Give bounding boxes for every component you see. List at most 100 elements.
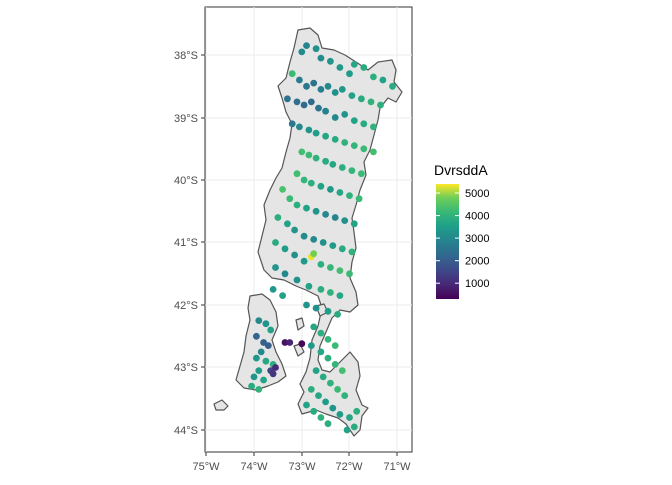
data-point [317, 182, 325, 190]
data-point [370, 148, 377, 156]
data-point [343, 426, 351, 434]
mainland-outline [257, 27, 403, 437]
data-point [307, 179, 315, 187]
legend-title: DvrsddA [434, 162, 488, 178]
data-point [329, 161, 337, 168]
data-point [336, 64, 344, 71]
legend-colorbar [436, 184, 459, 299]
data-point [348, 248, 356, 256]
data-point [303, 204, 310, 212]
data-point [300, 176, 308, 184]
data-point [262, 320, 270, 328]
data-point [350, 117, 358, 124]
data-point [324, 82, 332, 90]
data-point [336, 189, 344, 196]
data-point [312, 207, 320, 215]
data-point [317, 286, 325, 293]
data-point [303, 82, 310, 90]
data-point [317, 329, 325, 337]
data-point [324, 336, 332, 343]
data-point [334, 386, 341, 393]
x-tick-label: 74°W [240, 461, 268, 473]
data-point [338, 86, 346, 93]
data-point [327, 379, 334, 387]
data-point [341, 217, 349, 225]
data-point [389, 82, 396, 90]
data-point [281, 270, 289, 278]
data-point [305, 282, 313, 290]
data-point [319, 239, 327, 246]
data-point [327, 289, 334, 296]
data-point [310, 250, 318, 258]
x-tick-label: 71°W [383, 461, 411, 473]
legend: DvrsddA 5000 4000 3000 2000 1000 [434, 162, 489, 299]
data-point [305, 151, 313, 159]
data-point [331, 114, 339, 121]
data-point [338, 367, 346, 374]
data-point [260, 376, 267, 384]
data-point [341, 139, 349, 146]
data-point [300, 232, 308, 240]
data-point [346, 70, 353, 78]
data-point [317, 348, 325, 356]
data-points [248, 42, 396, 434]
x-axis: 75°W 74°W 73°W 72°W 71°W [192, 452, 411, 473]
data-point [250, 373, 258, 381]
data-point [331, 136, 339, 143]
data-point [322, 132, 329, 140]
data-point [269, 370, 277, 378]
legend-tick-label: 3000 [465, 233, 489, 245]
data-point [288, 70, 296, 78]
data-point [324, 307, 332, 315]
data-point [248, 382, 256, 390]
data-point [298, 148, 306, 156]
data-point [307, 98, 315, 106]
data-point [312, 45, 320, 53]
y-axis: 38°S 39°S 40°S 41°S 42°S 43°S 44°S [174, 50, 205, 437]
data-point [310, 407, 318, 415]
data-point [317, 414, 325, 421]
data-point [274, 214, 282, 221]
data-point [296, 123, 303, 131]
data-point [329, 404, 337, 412]
x-tick-label: 73°W [288, 461, 316, 473]
data-point [310, 79, 318, 87]
y-tick-label: 43°S [174, 362, 198, 374]
data-point [255, 317, 263, 324]
y-tick-label: 41°S [174, 237, 198, 249]
data-point [336, 292, 344, 299]
data-point [312, 367, 320, 374]
y-tick-label: 39°S [174, 113, 198, 125]
y-tick-label: 42°S [174, 300, 198, 312]
data-point [338, 245, 346, 253]
data-point [336, 267, 344, 274]
data-point [284, 220, 291, 228]
data-point [324, 354, 332, 362]
x-tick-label: 75°W [192, 461, 220, 473]
data-point [319, 373, 327, 381]
data-point [303, 42, 310, 49]
data-point [315, 104, 322, 112]
data-point [279, 292, 286, 299]
data-point [312, 304, 320, 312]
data-point [331, 89, 339, 96]
data-point [331, 361, 339, 368]
legend-tick-label: 5000 [465, 188, 489, 200]
data-point [355, 195, 363, 203]
data-point [286, 195, 294, 203]
data-point [310, 236, 318, 243]
data-point [327, 186, 334, 193]
legend-tick-label: 2000 [465, 256, 489, 268]
data-point [336, 411, 344, 418]
data-point [350, 423, 358, 431]
legend-tick-label: 1000 [465, 278, 489, 290]
data-point [346, 270, 353, 278]
data-point [348, 167, 356, 175]
data-point [338, 164, 346, 171]
data-point [300, 101, 308, 109]
data-point [281, 339, 289, 346]
data-point [377, 101, 384, 109]
data-point [293, 98, 301, 106]
